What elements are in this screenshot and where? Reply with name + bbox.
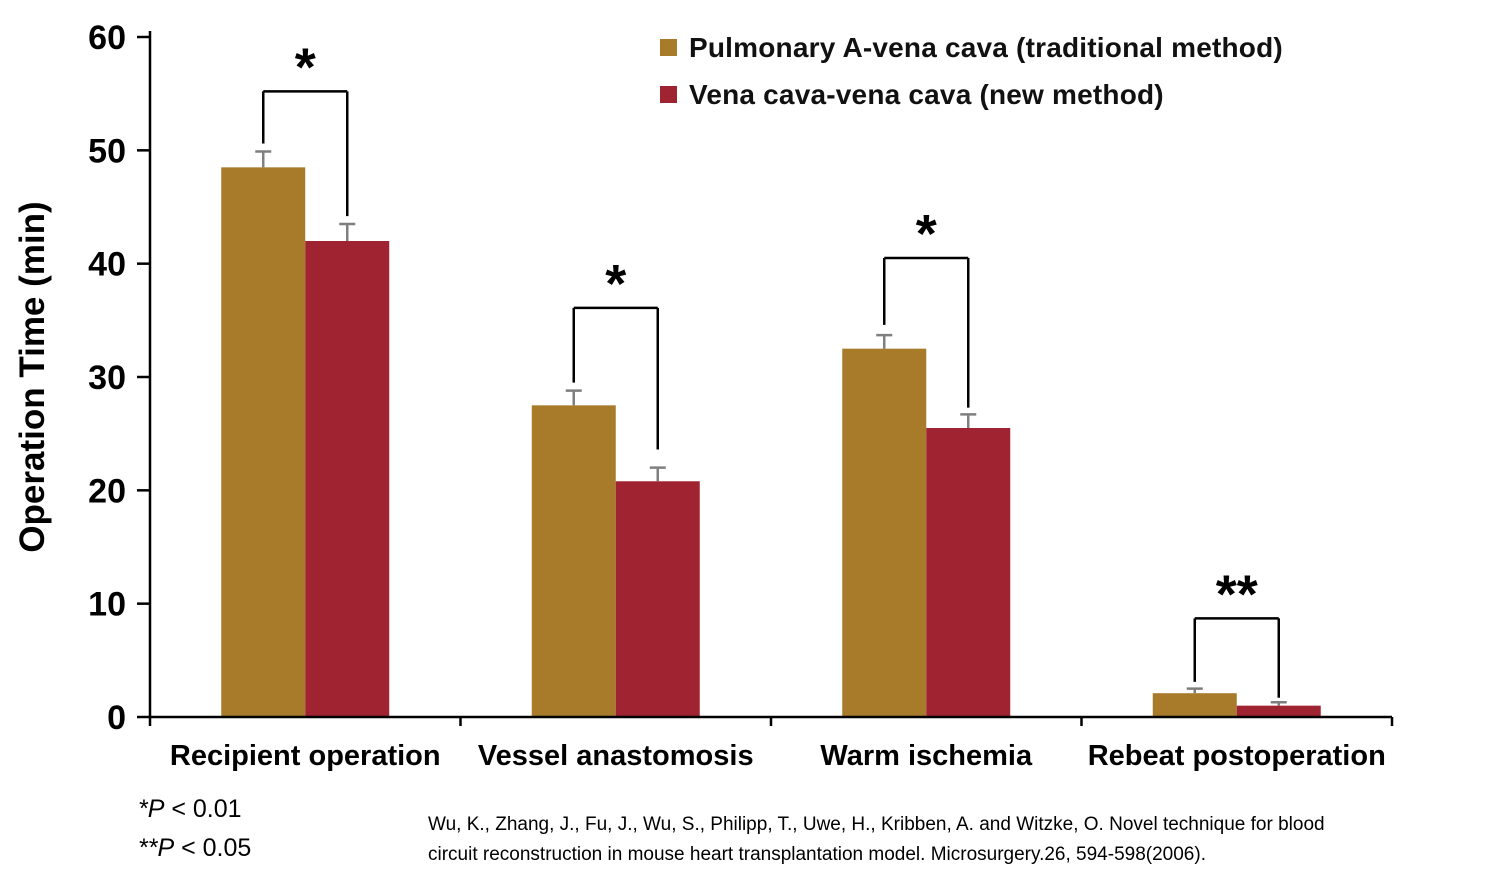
significance-label: *	[916, 204, 937, 264]
y-tick-label: 50	[88, 132, 126, 170]
y-tick-label: 30	[88, 359, 126, 397]
y-axis-title: Operation Time (min)	[13, 201, 52, 552]
bar-series1-cat0	[305, 241, 390, 717]
y-tick-label: 60	[88, 19, 126, 57]
bar-series1-cat2	[926, 428, 1011, 717]
category-label: Recipient operation	[170, 740, 441, 772]
y-tick-label: 20	[88, 472, 126, 510]
bar-series1-cat1	[615, 481, 700, 717]
legend-swatch-new-icon	[660, 85, 677, 103]
bar-series0-cat3	[1152, 693, 1237, 717]
legend-item-new: Vena cava-vena cava (new method)	[660, 78, 1283, 111]
y-tick-label: 10	[88, 586, 126, 624]
bar-series1-cat3	[1236, 705, 1321, 717]
legend-item-traditional: Pulmonary A-vena cava (traditional metho…	[660, 32, 1283, 64]
footnote-text-1: < 0.01	[164, 795, 242, 823]
citation-line-2: circuit reconstruction in mouse heart tr…	[428, 844, 1206, 866]
footnote-symbol-1: *P	[138, 795, 165, 823]
citation: Wu, K., Zhang, J., Fu, J., Wu, S., Phili…	[428, 810, 1423, 870]
y-tick-label: 0	[107, 699, 126, 737]
footnote-line-2: **P < 0.05	[138, 834, 251, 863]
bar-series0-cat0	[221, 167, 306, 718]
footnote-text-2: < 0.05	[174, 834, 252, 862]
legend-label-traditional: Pulmonary A-vena cava (traditional metho…	[689, 32, 1283, 63]
significance-footnotes: *P < 0.01 **P < 0.05	[138, 795, 251, 873]
footnote-line-1: *P < 0.01	[138, 795, 251, 824]
category-label: Vessel anastomosis	[478, 740, 754, 772]
category-label: Rebeat postoperation	[1088, 740, 1386, 772]
y-tick-label: 40	[88, 246, 126, 284]
citation-line-1: Wu, K., Zhang, J., Fu, J., Wu, S., Phili…	[428, 814, 1325, 835]
legend-swatch-traditional-icon	[660, 39, 677, 56]
footnote-symbol-2: **P	[138, 834, 175, 862]
significance-label: **	[1216, 564, 1258, 624]
legend-label-new: Vena cava-vena cava (new method)	[689, 78, 1164, 110]
significance-label: *	[605, 254, 626, 314]
chart-legend: Pulmonary A-vena cava (traditional metho…	[660, 32, 1283, 111]
category-label: Warm ischemia	[820, 740, 1033, 772]
bar-series0-cat2	[842, 348, 927, 717]
bar-series0-cat1	[531, 405, 616, 717]
significance-label: *	[295, 37, 316, 97]
